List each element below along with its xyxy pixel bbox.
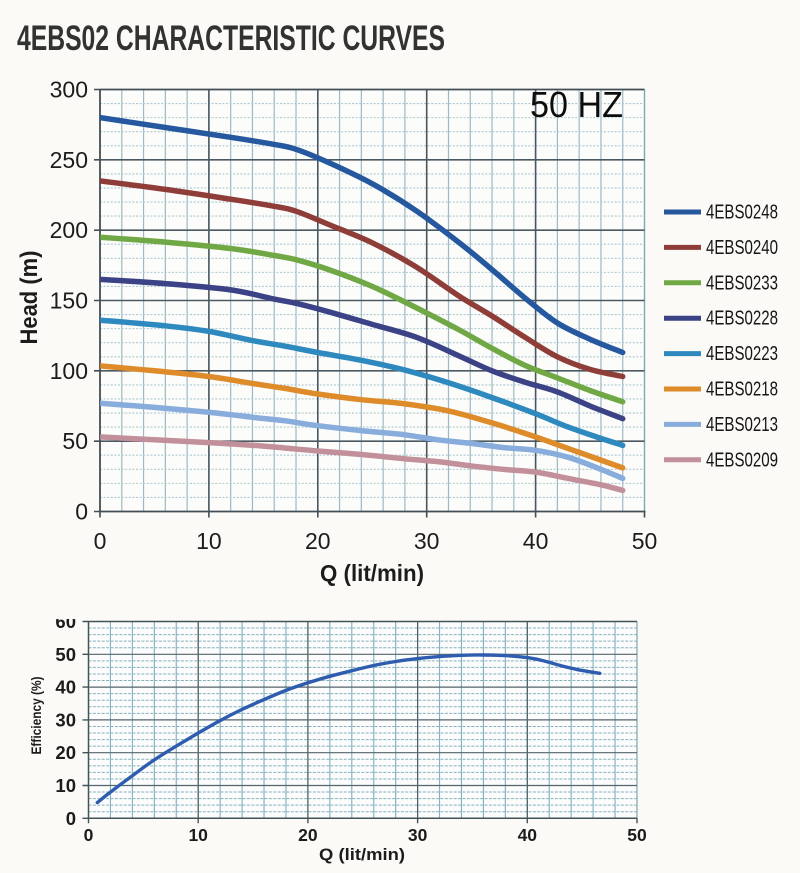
svg-text:20: 20 (298, 825, 318, 845)
svg-text:10: 10 (188, 825, 208, 845)
svg-text:0: 0 (84, 825, 94, 845)
svg-text:0: 0 (66, 808, 76, 829)
svg-text:30: 30 (55, 709, 76, 730)
svg-text:20: 20 (55, 742, 76, 763)
svg-text:100: 100 (50, 358, 88, 384)
svg-text:4EBS0240: 4EBS0240 (706, 237, 778, 259)
svg-text:10: 10 (196, 528, 222, 554)
svg-text:250: 250 (50, 147, 88, 173)
svg-text:4EBS0233: 4EBS0233 (706, 272, 778, 294)
svg-text:4EBS0209: 4EBS0209 (706, 449, 778, 471)
svg-text:50: 50 (627, 825, 647, 845)
svg-text:200: 200 (50, 217, 88, 243)
svg-text:4EBS0223: 4EBS0223 (706, 343, 778, 365)
svg-text:300: 300 (50, 77, 88, 103)
svg-text:40: 40 (523, 528, 549, 554)
svg-text:4EBS0213: 4EBS0213 (706, 414, 778, 436)
svg-text:150: 150 (50, 288, 88, 314)
svg-text:60: 60 (55, 611, 76, 632)
svg-text:Q (lit/min): Q (lit/min) (319, 846, 405, 864)
svg-text:50 HZ: 50 HZ (530, 84, 623, 125)
svg-text:4EBS02 CHARACTERISTIC CURVES: 4EBS02 CHARACTERISTIC CURVES (17, 18, 445, 58)
svg-text:Head (m): Head (m) (16, 251, 43, 345)
svg-text:4EBS0228: 4EBS0228 (706, 308, 778, 330)
svg-text:10: 10 (55, 775, 76, 796)
svg-text:4EBS0218: 4EBS0218 (706, 379, 778, 401)
svg-text:50: 50 (55, 644, 76, 665)
svg-text:20: 20 (305, 528, 331, 554)
svg-text:50: 50 (62, 428, 88, 454)
svg-text:0: 0 (94, 528, 107, 554)
svg-text:40: 40 (518, 825, 538, 845)
svg-text:Q (lit/min): Q (lit/min) (320, 560, 424, 586)
svg-text:30: 30 (414, 528, 440, 554)
svg-text:40: 40 (55, 677, 76, 698)
svg-text:50: 50 (632, 528, 658, 554)
svg-text:4EBS0248: 4EBS0248 (706, 202, 778, 224)
svg-text:0: 0 (75, 499, 88, 525)
svg-text:Efficiency (%): Efficiency (%) (29, 677, 44, 755)
svg-text:30: 30 (408, 825, 428, 845)
